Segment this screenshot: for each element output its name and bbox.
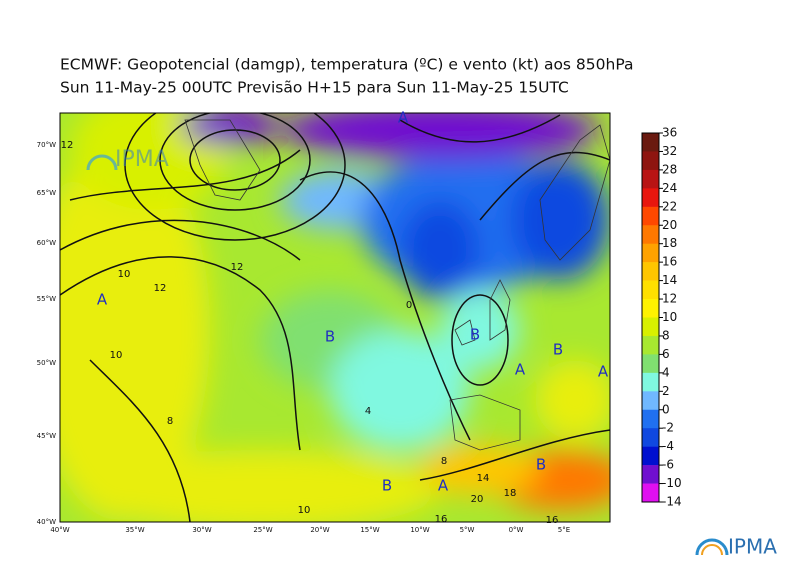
title-line-1: ECMWF: Geopotencial (damgp), temperatura… <box>60 56 634 74</box>
colorbar-bin <box>642 243 659 263</box>
colorbar-label: 22 <box>662 199 677 213</box>
contour-label: 10 <box>110 350 123 361</box>
colorbar-label: 28 <box>662 162 677 176</box>
colorbar-bin <box>642 391 659 411</box>
logo-arc <box>695 538 729 556</box>
lat-label: 50°W <box>37 359 56 367</box>
contour-label: 12 <box>154 283 167 294</box>
colorbar-label: 24 <box>662 181 677 195</box>
colorbar-label: 4 <box>662 365 670 379</box>
colorbar-label: -2 <box>662 421 674 435</box>
colorbar-label: 20 <box>662 218 677 232</box>
colorbar-bin <box>642 428 659 447</box>
lon-label: 0°W <box>509 526 524 534</box>
pressure-center: B <box>536 456 546 474</box>
colorbar-label: 18 <box>662 236 677 250</box>
map-frame <box>59 112 611 523</box>
lon-label: 5°E <box>558 526 570 534</box>
colorbar-label: 2 <box>662 384 670 398</box>
colorbar-bin <box>642 280 659 300</box>
lat-label: 60°W <box>37 239 56 247</box>
pressure-center: A <box>598 363 609 381</box>
pressure-center: A <box>97 291 108 309</box>
contour-label: 8 <box>441 456 447 467</box>
title-line-2: Sun 11-May-25 00UTC Previsão H+15 para S… <box>60 79 569 97</box>
colorbar-bin <box>642 446 659 466</box>
colorbar-bin <box>642 169 659 189</box>
contour-label: 12 <box>231 262 244 273</box>
contour-label: 16 <box>435 514 448 525</box>
colorbar-label: -6 <box>662 458 674 472</box>
colorbar-bin <box>642 354 659 374</box>
contour-label: 0 <box>406 300 412 311</box>
colorbar-bin <box>642 335 659 355</box>
lat-label: 65°W <box>37 189 56 197</box>
colorbar-bin <box>642 465 659 484</box>
contour-label: 4 <box>365 406 371 417</box>
pressure-center: A <box>438 477 449 495</box>
lat-label: 70°W <box>37 141 56 149</box>
colorbar-bin <box>642 409 659 429</box>
colorbar-bin <box>642 225 659 244</box>
colorbar-label: -14 <box>662 495 682 509</box>
colorbar-bin <box>642 206 659 226</box>
colorbar-label: 32 <box>662 144 677 158</box>
colorbar-bin <box>642 188 659 208</box>
logo-arc-inner <box>701 544 723 556</box>
lat-label: 55°W <box>37 295 56 303</box>
contour-label: 12 <box>61 140 74 151</box>
lon-label: 5°W <box>460 526 475 534</box>
pressure-center: A <box>515 361 526 379</box>
lon-label: 25°W <box>253 526 272 534</box>
lon-label: 10°W <box>410 526 429 534</box>
colorbar-label: 8 <box>662 328 670 342</box>
contour-label: 16 <box>546 515 559 526</box>
lon-label: 15°W <box>360 526 379 534</box>
colorbar-bin <box>642 133 659 152</box>
colorbar-bin <box>642 262 659 281</box>
colorbar-label: 36 <box>662 126 677 140</box>
colorbar-bin <box>642 151 659 171</box>
contour-label: 8 <box>167 416 173 427</box>
colorbar-bin <box>642 483 659 503</box>
contour-label: 10 <box>298 505 311 516</box>
lat-label: 40°W <box>37 518 56 526</box>
colorbar-label: 6 <box>662 347 670 361</box>
contour-label: 14 <box>477 473 490 484</box>
lon-label: 20°W <box>310 526 329 534</box>
contour-label: 18 <box>504 488 517 499</box>
lon-label: 35°W <box>125 526 144 534</box>
colorbar-label: 16 <box>662 255 677 269</box>
colorbar-bin <box>642 372 659 392</box>
colorbar-label: 14 <box>662 273 677 287</box>
colorbar-label: -10 <box>662 476 682 490</box>
pressure-center: B <box>553 341 563 359</box>
lon-label: 40°W <box>50 526 69 534</box>
pressure-center: B <box>325 328 335 346</box>
lat-label: 45°W <box>37 432 56 440</box>
colorbar-bin <box>642 317 659 337</box>
map <box>60 113 610 522</box>
colorbar-label: 10 <box>662 310 677 324</box>
colorbar-bin <box>642 299 659 318</box>
pressure-center: B <box>382 477 392 495</box>
watermark-text: IPMA <box>115 147 169 172</box>
colorbar-label: -4 <box>662 439 674 453</box>
watermark <box>86 154 118 171</box>
logo-text: IPMA <box>728 535 777 559</box>
pressure-center: A <box>398 109 409 127</box>
colorbar-label: 12 <box>662 292 677 306</box>
contour-label: 10 <box>118 269 131 280</box>
pressure-center: B <box>470 326 480 344</box>
contour-label: 20 <box>471 494 484 505</box>
colorbar-label: 0 <box>662 402 670 416</box>
lon-label: 30°W <box>192 526 211 534</box>
